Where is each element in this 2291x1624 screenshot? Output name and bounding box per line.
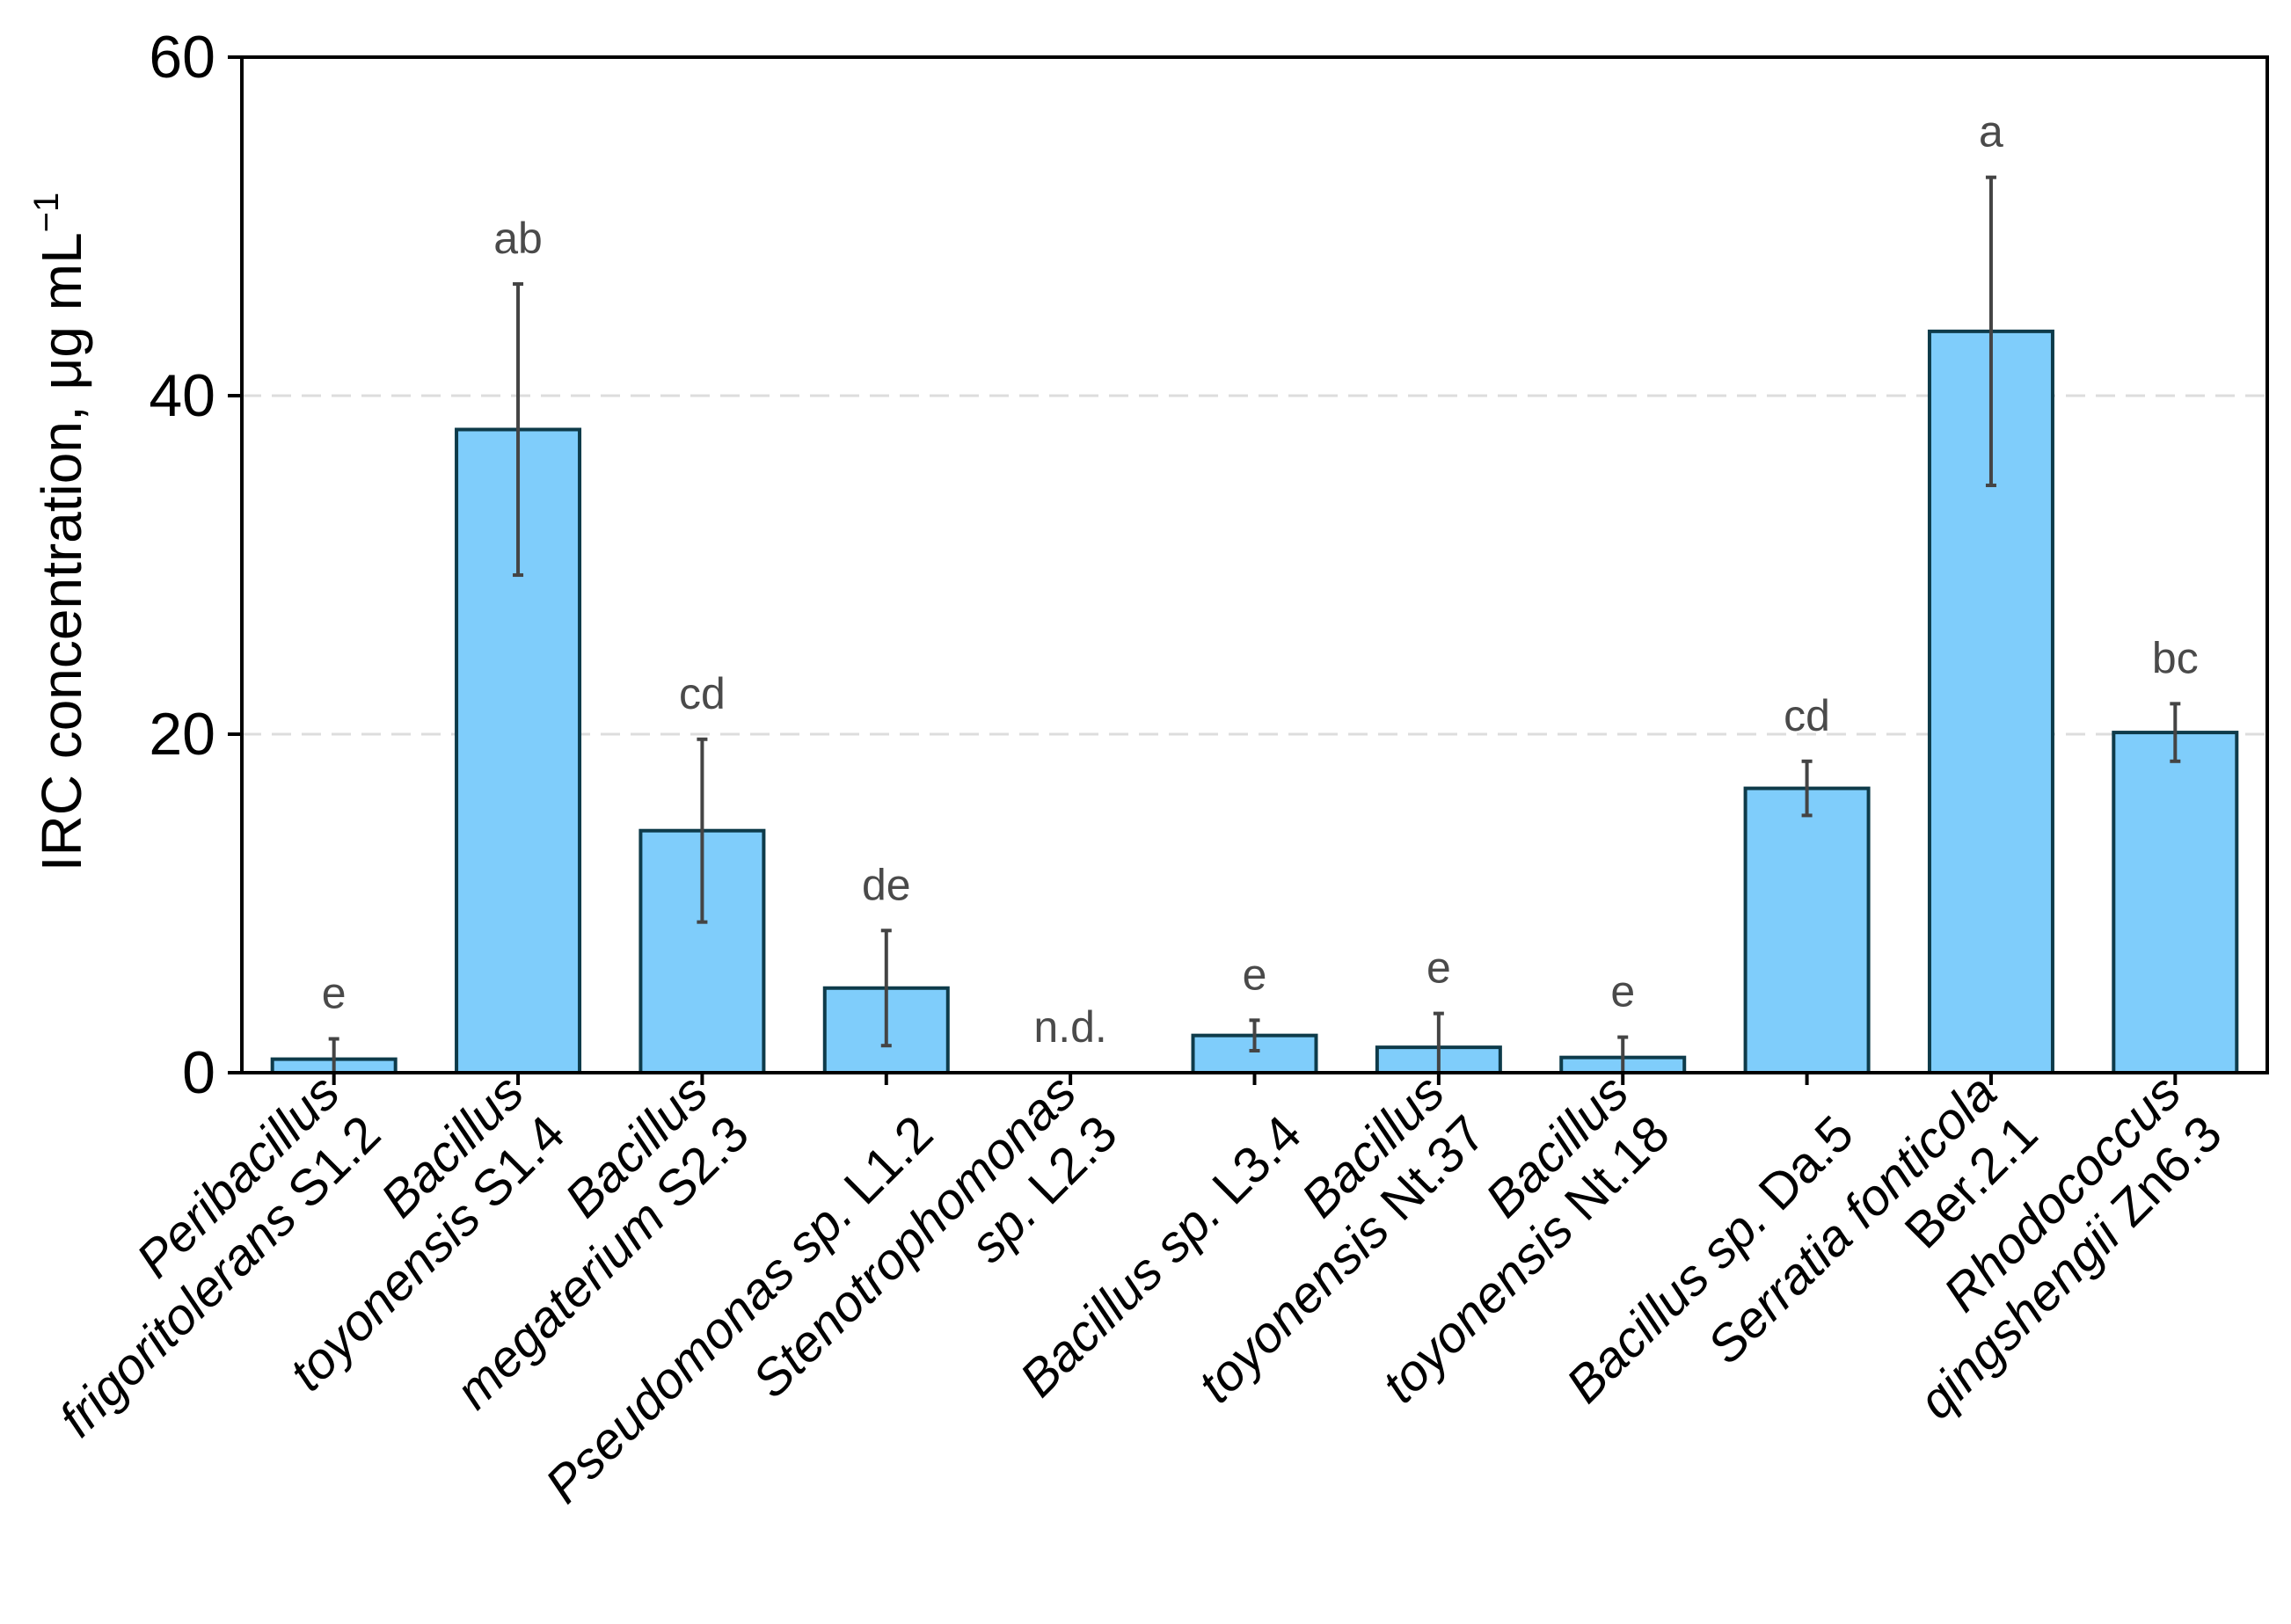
y-tick-label: 0 xyxy=(182,1039,215,1106)
significance-letter: e xyxy=(322,969,347,1018)
bar xyxy=(1743,786,1871,1074)
significance-letter: de xyxy=(862,860,911,909)
significance-letter: e xyxy=(1610,967,1635,1016)
y-axis-label-text: IRC concentration, μg mL xyxy=(30,232,93,871)
bar xyxy=(2112,731,2239,1074)
significance-letter: e xyxy=(1243,950,1267,999)
significance-letter: cd xyxy=(679,669,726,718)
significance-letter: e xyxy=(1426,943,1451,993)
y-tick-label: 40 xyxy=(149,362,215,429)
y-tick-label: 20 xyxy=(149,701,215,768)
significance-letter: a xyxy=(1979,107,2003,157)
error-bars xyxy=(328,175,2181,1074)
y-axis: 0 20 40 60 xyxy=(149,24,242,1106)
significance-letters: e ab cd de n.d. e e e cd a bc xyxy=(322,107,2199,1052)
y-axis-label-exponent: −1 xyxy=(27,193,66,233)
significance-letter: cd xyxy=(1784,691,1830,740)
significance-letter: bc xyxy=(2152,633,2199,682)
x-axis xyxy=(332,1073,2178,1085)
significance-letter: n.d. xyxy=(1033,1002,1106,1052)
y-tick-label: 60 xyxy=(149,24,215,91)
significance-letter: ab xyxy=(493,214,543,263)
y-axis-label: IRC concentration, μg mL−1 xyxy=(27,193,93,872)
